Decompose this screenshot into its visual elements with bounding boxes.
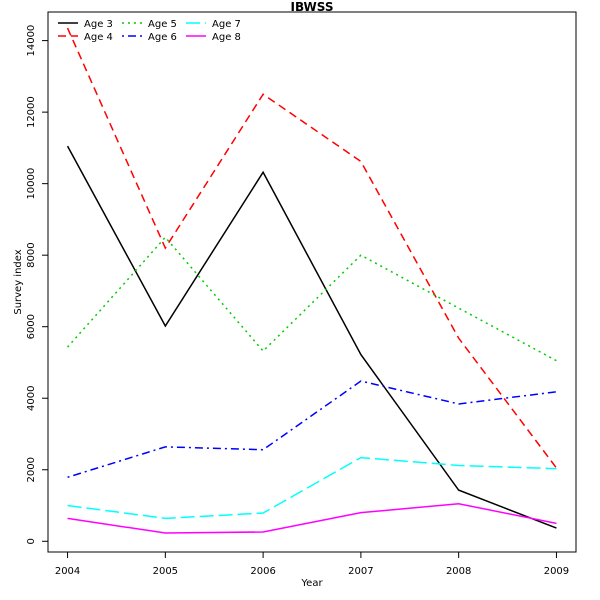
x-tick-label: 2006: [250, 566, 275, 577]
y-axis-title: Survey index: [13, 249, 24, 314]
y-tick-label: 2000: [26, 457, 37, 482]
x-tick-label: 2008: [446, 566, 471, 577]
legend-label: Age 5: [148, 19, 177, 30]
y-tick-label: 8000: [26, 242, 37, 267]
x-axis-title: Year: [300, 578, 323, 589]
y-tick-label: 12000: [26, 96, 37, 128]
legend-label: Age 4: [84, 32, 113, 43]
y-tick-label: 6000: [26, 314, 37, 339]
x-tick-label: 2009: [544, 566, 569, 577]
x-tick-label: 2004: [55, 566, 80, 577]
y-tick-label: 14000: [26, 25, 37, 57]
series-layer: [66, 27, 558, 534]
x-tick-label: 2005: [153, 566, 178, 577]
plot-frame: [47, 11, 577, 553]
legend: Age 3 Age 4 Age 5 Age 6 Age 7 Age 8: [58, 19, 241, 43]
legend-label: Age 3: [84, 19, 113, 30]
legend-label: Age 7: [212, 19, 241, 30]
series-line-age-6: [67, 380, 557, 478]
series-line-age-3: [66, 145, 557, 529]
x-axis: 2004 2005 2006 2007 2008 2009: [55, 552, 569, 577]
series-line-age-4: [66, 27, 558, 469]
legend-label: Age 6: [148, 32, 177, 43]
y-tick-label: 4000: [26, 385, 37, 410]
x-tick-label: 2007: [348, 566, 373, 577]
y-tick-label: 0: [26, 538, 37, 544]
y-axis: 0 2000 4000 6000 8000 10000 12000 14000: [26, 25, 48, 544]
series-line-age-7: [67, 456, 557, 520]
chart-title: IBWSS: [291, 0, 334, 14]
y-tick-label: 10000: [26, 168, 37, 200]
series-line-age-8: [67, 502, 557, 534]
legend-label: Age 8: [212, 32, 241, 43]
